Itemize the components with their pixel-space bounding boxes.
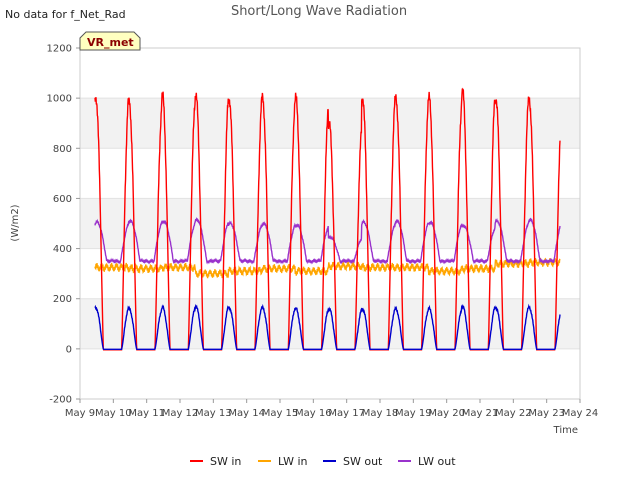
legend-label: LW in xyxy=(278,455,308,468)
y-tick-label: 800 xyxy=(53,144,72,155)
x-tick-label: May 19 xyxy=(395,408,432,419)
y-tick-label: 200 xyxy=(53,294,72,305)
x-axis-title: Time xyxy=(553,425,578,436)
legend-label: LW out xyxy=(418,455,456,468)
x-tick-label: May 24 xyxy=(562,408,599,419)
x-tick-label: May 13 xyxy=(195,408,232,419)
x-tick-label: May 20 xyxy=(428,408,465,419)
x-tick-label: May 16 xyxy=(295,408,332,419)
x-tick-label: May 22 xyxy=(495,408,532,419)
y-tick-label: 1000 xyxy=(47,94,72,105)
site-badge-shape xyxy=(79,31,141,51)
series-line-sw-out xyxy=(94,303,561,351)
legend-label: SW out xyxy=(343,455,383,468)
y-tick-label: 400 xyxy=(53,244,72,255)
y-tick-label: 0 xyxy=(66,344,72,355)
site-badge-label: VR_met xyxy=(87,36,134,49)
y-axis-title: (W/m2) xyxy=(10,204,21,241)
x-tick-label: May 23 xyxy=(528,408,565,419)
series-layer xyxy=(94,87,561,351)
site-badge: VR_met xyxy=(79,31,141,51)
x-tick-label: May 15 xyxy=(262,408,299,419)
x-tick-label: May 11 xyxy=(128,408,165,419)
x-tick-label: May 10 xyxy=(95,408,132,419)
x-tick-label: May 12 xyxy=(162,408,199,419)
plot-frame xyxy=(79,47,581,400)
y-axis: -200 0 200 400 600 800 1000 1200 xyxy=(47,44,80,406)
x-tick-label: May 21 xyxy=(462,408,499,419)
x-tick-label: May 17 xyxy=(328,408,365,419)
legend-label: SW in xyxy=(210,455,241,468)
chart-title: Short/Long Wave Radiation xyxy=(231,4,407,19)
series-line-lw-out xyxy=(94,216,561,265)
legend: SW in LW in SW out LW out xyxy=(190,455,456,468)
no-data-note: No data for f_Net_Rad xyxy=(5,8,126,21)
x-tick-label: May 14 xyxy=(228,408,265,419)
y-tick-label: -200 xyxy=(49,395,72,406)
y-tick-label: 600 xyxy=(53,194,72,205)
y-tick-label: 1200 xyxy=(47,44,72,55)
x-tick-label: May 9 xyxy=(65,408,95,419)
grid-band xyxy=(80,198,580,249)
series-line-lw-in xyxy=(94,257,561,279)
x-tick-label: May 18 xyxy=(362,408,399,419)
